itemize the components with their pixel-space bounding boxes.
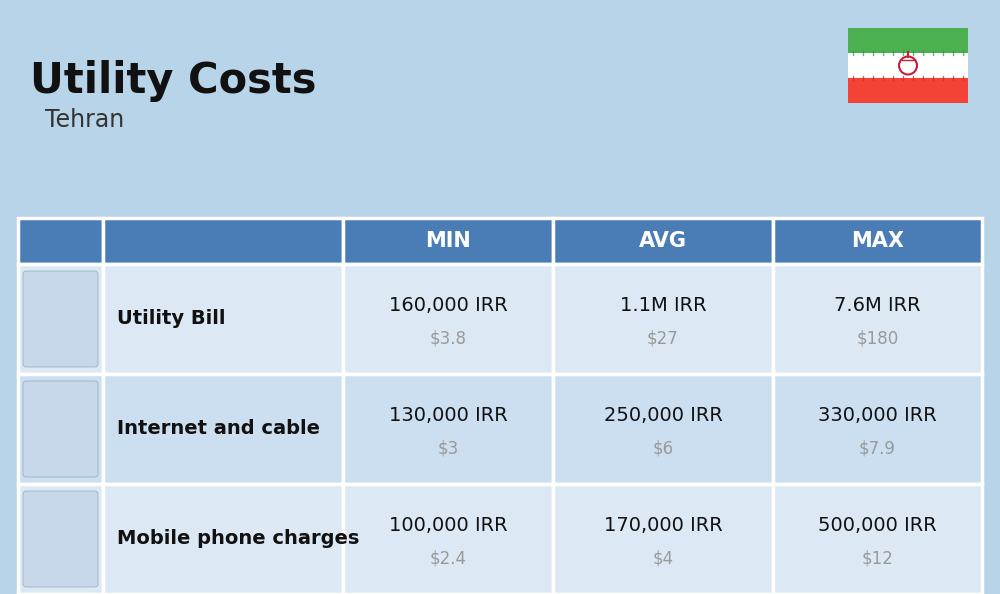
FancyBboxPatch shape [23, 381, 98, 477]
Text: $2.4: $2.4 [430, 550, 466, 568]
Bar [553, 484, 773, 594]
Bar [343, 484, 553, 594]
Text: 130,000 IRR: 130,000 IRR [389, 406, 507, 425]
Text: Mobile phone charges: Mobile phone charges [117, 529, 359, 548]
FancyBboxPatch shape [23, 491, 98, 587]
Text: Utility Bill: Utility Bill [117, 309, 226, 328]
Bar [18, 264, 103, 374]
FancyBboxPatch shape [23, 271, 98, 367]
Bar [103, 374, 343, 484]
Bar [18, 218, 103, 264]
Text: $7.9: $7.9 [859, 440, 896, 458]
Bar [343, 374, 553, 484]
Text: AVG: AVG [639, 231, 687, 251]
Text: 250,000 IRR: 250,000 IRR [604, 406, 722, 425]
Text: $3: $3 [437, 440, 459, 458]
Bar [553, 218, 773, 264]
Bar [773, 218, 982, 264]
Bar [773, 374, 982, 484]
Text: MAX: MAX [851, 231, 904, 251]
Bar [18, 374, 103, 484]
Bar [773, 264, 982, 374]
Text: Internet and cable: Internet and cable [117, 419, 320, 438]
Bar [343, 218, 553, 264]
Text: 170,000 IRR: 170,000 IRR [604, 516, 722, 535]
Text: 160,000 IRR: 160,000 IRR [389, 296, 507, 315]
Text: $180: $180 [856, 330, 899, 348]
Text: 500,000 IRR: 500,000 IRR [818, 516, 937, 535]
Bar [848, 53, 968, 78]
Text: Tehran: Tehran [45, 108, 124, 132]
Bar [848, 78, 968, 103]
Text: $4: $4 [652, 550, 674, 568]
Bar [103, 218, 343, 264]
Bar [103, 264, 343, 374]
Text: MIN: MIN [425, 231, 471, 251]
Bar [103, 484, 343, 594]
Bar [18, 484, 103, 594]
Bar [553, 264, 773, 374]
Text: 330,000 IRR: 330,000 IRR [818, 406, 937, 425]
Bar [848, 28, 968, 53]
Text: 1.1M IRR: 1.1M IRR [620, 296, 706, 315]
Bar [553, 374, 773, 484]
Text: $3.8: $3.8 [430, 330, 466, 348]
Text: Utility Costs: Utility Costs [30, 60, 316, 102]
Text: $6: $6 [652, 440, 674, 458]
Text: $27: $27 [647, 330, 679, 348]
Text: $12: $12 [862, 550, 893, 568]
Text: 7.6M IRR: 7.6M IRR [834, 296, 921, 315]
Bar [773, 484, 982, 594]
Text: 100,000 IRR: 100,000 IRR [389, 516, 507, 535]
Bar [343, 264, 553, 374]
